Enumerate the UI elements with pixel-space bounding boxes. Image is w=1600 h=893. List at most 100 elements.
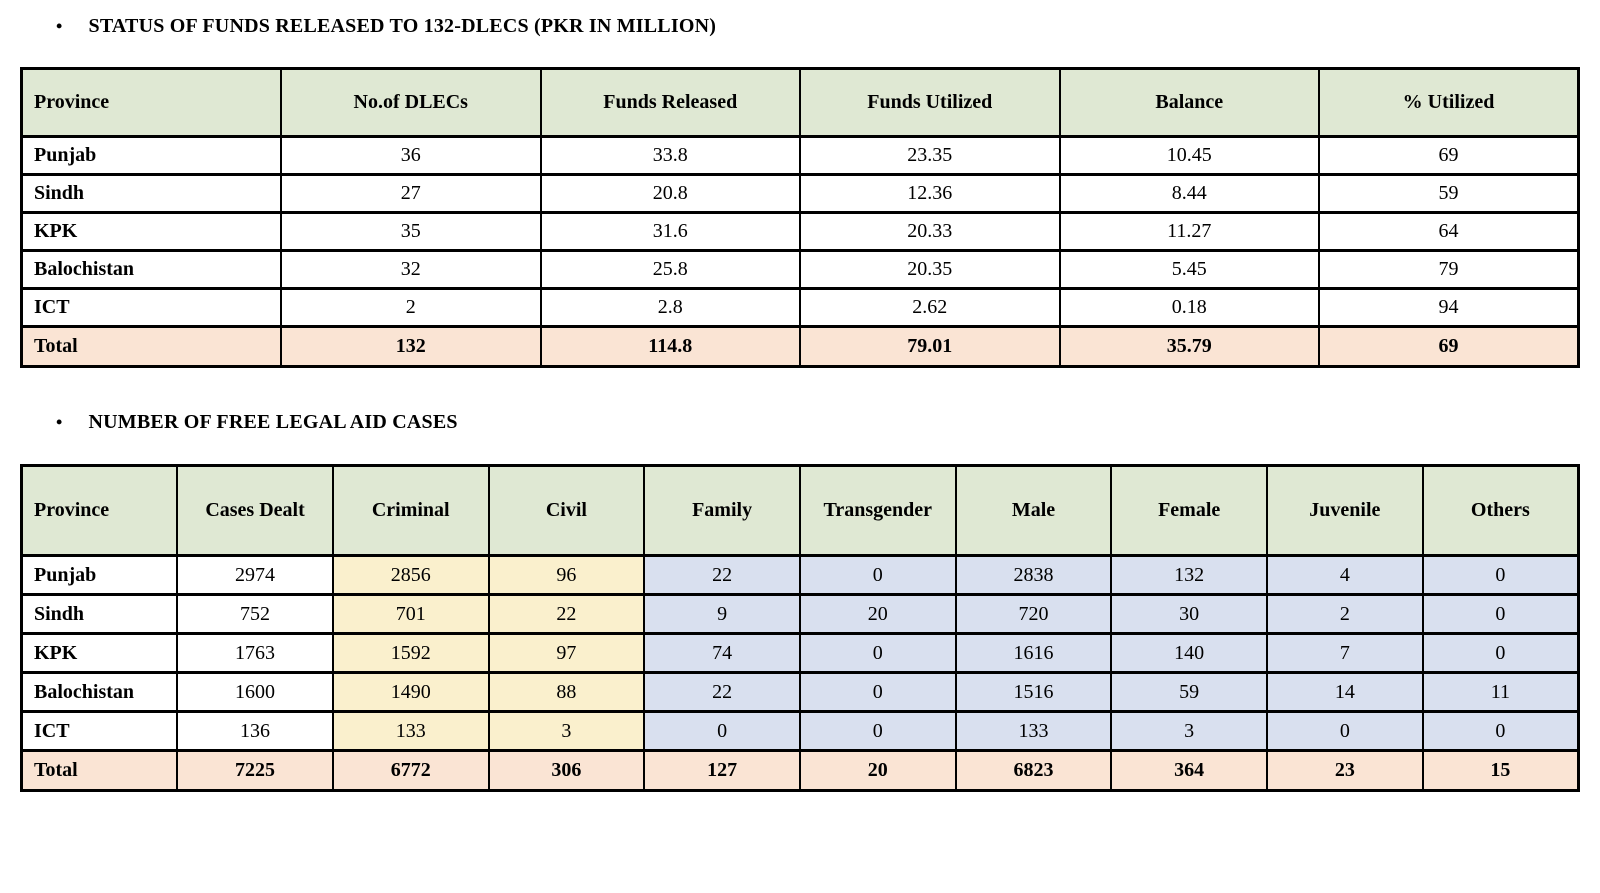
table-row: Sindh 752 701 22 9 20 720 30 2 0 <box>20 593 1580 635</box>
table-row: Balochistan 32 25.8 20.35 5.45 79 <box>20 249 1580 290</box>
total-value-cell: 127 <box>643 749 801 792</box>
data-cell: 20 <box>798 593 957 635</box>
legal-aid-section-title-text: NUMBER OF FREE LEGAL AID CASES <box>88 411 458 433</box>
data-cell: 64 <box>1318 211 1580 252</box>
column-header: Juvenile <box>1266 464 1424 557</box>
data-cell: 136 <box>176 710 334 752</box>
data-cell: 33.8 <box>539 135 801 176</box>
data-cell: 31.6 <box>539 211 801 252</box>
data-cell: 7 <box>1266 632 1424 674</box>
column-header: No.of DLECs <box>280 67 542 138</box>
data-cell: 2856 <box>331 554 490 596</box>
column-header: % Utilized <box>1318 67 1580 138</box>
data-cell: 1516 <box>954 671 1113 713</box>
data-cell: 94 <box>1318 287 1580 328</box>
data-cell: 88 <box>487 671 646 713</box>
table-row: Balochistan 1600 1490 88 22 0 1516 59 14 11 <box>20 671 1580 713</box>
bullet-icon: • <box>56 16 63 36</box>
data-cell: 1592 <box>331 632 490 674</box>
header-row: Province Cases Dealt Criminal Civil Family Tr… <box>20 464 1580 557</box>
row-header-cell: ICT <box>20 287 282 328</box>
data-cell: 20.33 <box>799 211 1061 252</box>
data-cell: 2 <box>1266 593 1424 635</box>
total-value-cell: 79.01 <box>799 325 1061 368</box>
data-cell: 0 <box>1421 554 1580 596</box>
data-cell: 0 <box>1421 632 1580 674</box>
header-row: Province No.of DLECs Funds Released Funds U… <box>20 67 1580 138</box>
data-cell: 11 <box>1421 671 1580 713</box>
data-cell: 2838 <box>954 554 1113 596</box>
column-header: Female <box>1110 464 1268 557</box>
column-header: Transgender <box>798 464 957 557</box>
column-header: Family <box>643 464 801 557</box>
data-cell: 69 <box>1318 135 1580 176</box>
data-cell: 701 <box>331 593 490 635</box>
data-cell: 14 <box>1266 671 1424 713</box>
data-cell: 8.44 <box>1058 173 1320 214</box>
total-value-cell: 15 <box>1421 749 1580 792</box>
table-row: KPK 35 31.6 20.33 11.27 64 <box>20 211 1580 252</box>
column-header: Balance <box>1058 67 1320 138</box>
row-header-cell: Balochistan <box>20 671 179 713</box>
data-cell: 3 <box>1110 710 1268 752</box>
total-label-cell: Total <box>20 749 179 792</box>
data-cell: 22 <box>643 671 801 713</box>
total-value-cell: 364 <box>1110 749 1268 792</box>
table-row: Sindh 27 20.8 12.36 8.44 59 <box>20 173 1580 214</box>
data-cell: 12.36 <box>799 173 1061 214</box>
data-cell: 1490 <box>331 671 490 713</box>
data-cell: 0 <box>1266 710 1424 752</box>
total-row: Total 7225 6772 306 127 20 6823 364 23 15 <box>20 749 1580 792</box>
total-value-cell: 6772 <box>331 749 490 792</box>
row-header-cell: Balochistan <box>20 249 282 290</box>
data-cell: 2 <box>280 287 542 328</box>
total-value-cell: 132 <box>280 325 542 368</box>
funds-section-title-text: STATUS OF FUNDS RELEASED TO 132-DLECS (P… <box>88 15 717 37</box>
legal-aid-cases-table: Province Cases Dealt Criminal Civil Family Tr… <box>20 464 1580 792</box>
data-cell: 3 <box>487 710 646 752</box>
data-cell: 133 <box>954 710 1113 752</box>
bullet-icon: • <box>56 412 63 432</box>
total-value-cell: 23 <box>1266 749 1424 792</box>
column-header: Male <box>954 464 1113 557</box>
data-cell: 20.8 <box>539 173 801 214</box>
data-cell: 0 <box>798 554 957 596</box>
data-cell: 4 <box>1266 554 1424 596</box>
data-cell: 59 <box>1318 173 1580 214</box>
data-cell: 27 <box>280 173 542 214</box>
data-cell: 140 <box>1110 632 1268 674</box>
data-cell: 1600 <box>176 671 334 713</box>
total-label-cell: Total <box>20 325 282 368</box>
column-header: Others <box>1421 464 1580 557</box>
data-cell: 35 <box>280 211 542 252</box>
column-header: Cases Dealt <box>176 464 334 557</box>
column-header: Criminal <box>331 464 490 557</box>
row-header-cell: KPK <box>20 632 179 674</box>
total-value-cell: 6823 <box>954 749 1113 792</box>
data-cell: 132 <box>1110 554 1268 596</box>
total-row: Total 132 114.8 79.01 35.79 69 <box>20 325 1580 368</box>
column-header: Funds Released <box>539 67 801 138</box>
data-cell: 20.35 <box>799 249 1061 290</box>
data-cell: 0 <box>798 671 957 713</box>
data-cell: 96 <box>487 554 646 596</box>
data-cell: 1616 <box>954 632 1113 674</box>
data-cell: 0 <box>1421 593 1580 635</box>
data-cell: 22 <box>643 554 801 596</box>
total-value-cell: 35.79 <box>1058 325 1320 368</box>
row-header-cell: Sindh <box>20 173 282 214</box>
total-value-cell: 114.8 <box>539 325 801 368</box>
row-header-cell: Punjab <box>20 135 282 176</box>
table-row: Punjab 36 33.8 23.35 10.45 69 <box>20 135 1580 176</box>
data-cell: 22 <box>487 593 646 635</box>
data-cell: 2.62 <box>799 287 1061 328</box>
data-cell: 23.35 <box>799 135 1061 176</box>
data-cell: 5.45 <box>1058 249 1320 290</box>
data-cell: 2974 <box>176 554 334 596</box>
table-row: Punjab 2974 2856 96 22 0 2838 132 4 0 <box>20 554 1580 596</box>
data-cell: 79 <box>1318 249 1580 290</box>
data-cell: 97 <box>487 632 646 674</box>
table-row: ICT 2 2.8 2.62 0.18 94 <box>20 287 1580 328</box>
table-row: ICT 136 133 3 0 0 133 3 0 0 <box>20 710 1580 752</box>
